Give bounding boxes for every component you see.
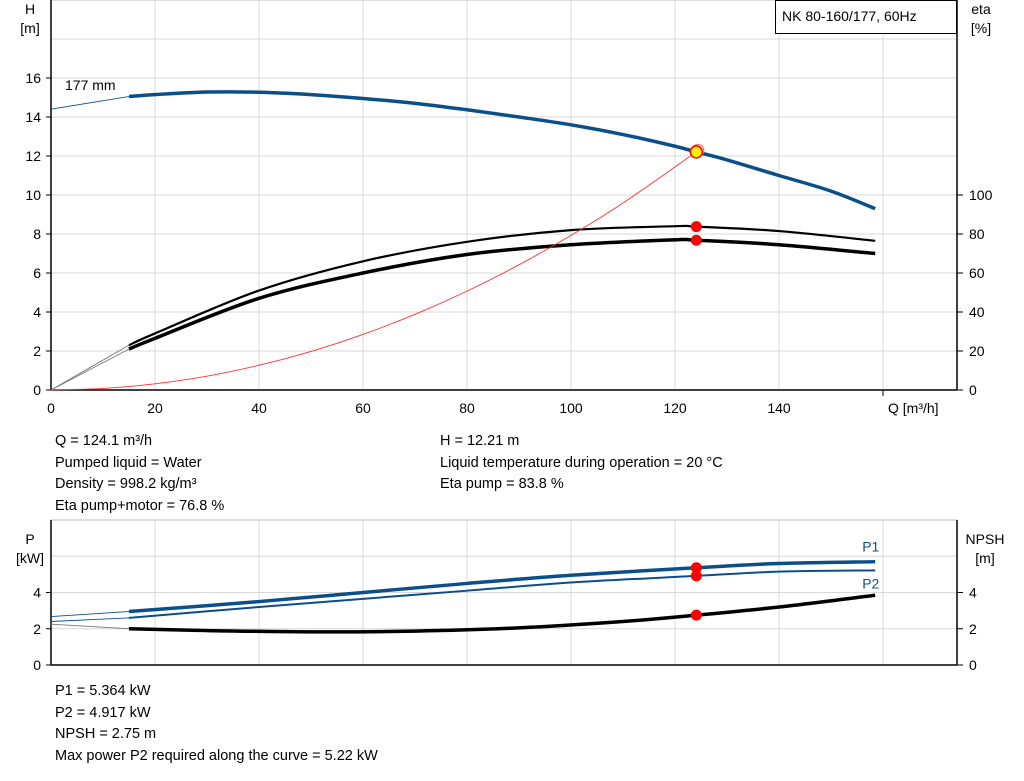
y2-tick-label: 40 [969, 304, 985, 320]
x-tick-label: 40 [251, 400, 267, 416]
y-tick-label: 4 [33, 304, 41, 320]
chart-title: NK 80-160/177, 60Hz [782, 8, 917, 24]
npsh-curve-line [128, 593, 876, 634]
y-tick-label: 14 [25, 109, 41, 125]
legend-box [775, 0, 957, 34]
head-extension-line [50, 96, 130, 110]
p1-series-label: P1 [862, 539, 879, 555]
info-top-right: H = 12.21 m Liquid temperature during op… [440, 431, 723, 496]
info-p1: P1 = 5.364 kW [55, 683, 151, 699]
p2-series-label: P2 [862, 575, 879, 591]
y2-tick-label: 80 [969, 226, 985, 242]
y-tick-label: 2 [33, 621, 41, 637]
x-axis-label: Q [m³/h] [888, 400, 939, 416]
y2-tick-label: 0 [969, 382, 977, 398]
y2-axis-label: [m] [975, 550, 994, 566]
npsh-duty-marker [690, 609, 702, 621]
p2-curve-line [128, 569, 876, 619]
head-efficiency-chart: 0 2 4 6 8 10 12 14 16 0 20 40 60 80 100 0 20 40 60 80 100 120… [20, 0, 993, 416]
info-top-left: Q = 124.1 m³/h Pumped liquid = Water Den… [55, 431, 224, 517]
info-bottom: P1 = 5.364 kW P2 = 4.917 kW NPSH = 2.75 … [55, 681, 378, 767]
duty-point-marker [689, 145, 704, 159]
x-tick-label: 120 [663, 400, 687, 416]
y-tick-label: 0 [33, 382, 41, 398]
eta-pump-motor-duty-marker [690, 234, 702, 246]
y2-tick-label: 20 [969, 343, 985, 359]
info-density: Density = 998.2 kg/m³ [55, 476, 197, 492]
y-axis-label: P [25, 531, 34, 547]
y2-tick-label: 60 [969, 265, 985, 281]
head-curve-line [128, 90, 876, 211]
y-tick-label: 6 [33, 265, 41, 281]
y-tick-label: 8 [33, 226, 41, 242]
y-tick-label: 4 [33, 585, 41, 601]
y-tick-label: 10 [25, 187, 41, 203]
y2-tick-label: 100 [969, 187, 993, 203]
y-axis-label: [m] [20, 20, 39, 36]
p2-extension-line [50, 617, 130, 622]
eta-pump-motor-extension-line [50, 348, 130, 391]
info-npsh: NPSH = 2.75 m [55, 726, 157, 742]
x-tick-label: 100 [559, 400, 583, 416]
y2-axis-label: eta [971, 1, 991, 17]
power-npsh-chart: 0 2 4 0 2 4 P [kW] NPSH [m] P1 P2 [16, 519, 1005, 673]
eta-pump-motor-curve-line [128, 237, 876, 351]
y-tick-label: 16 [25, 70, 41, 86]
info-temperature: Liquid temperature during operation = 20… [440, 454, 723, 471]
info-max-p2: Max power P2 required along the curve = … [55, 747, 378, 764]
x-tick-label: 20 [147, 400, 163, 416]
eta-pump-curve-line [128, 224, 876, 347]
x-tick-label: 140 [767, 400, 791, 416]
y2-tick-label: 2 [969, 621, 977, 637]
info-eta-pump: Eta pump = 83.8 % [440, 476, 564, 492]
impeller-label: 177 mm [65, 77, 116, 93]
eta-pump-extension-line [50, 344, 130, 391]
y-tick-label: 12 [25, 148, 41, 164]
info-eta-pump-motor: Eta pump+motor = 76.8 % [55, 497, 225, 514]
y-axis-label: [kW] [16, 550, 44, 566]
p2-duty-marker [690, 570, 702, 582]
y2-axis-label: [%] [971, 20, 991, 36]
info-liquid: Pumped liquid = Water [55, 454, 202, 471]
system-curve-line [50, 151, 697, 391]
x-tick-label: 0 [47, 400, 55, 416]
y2-axis-label: NPSH [966, 531, 1005, 547]
y2-tick-label: 0 [969, 657, 977, 673]
info-head: H = 12.21 m [440, 433, 520, 449]
y2-tick-label: 4 [969, 585, 977, 601]
x-tick-label: 80 [459, 400, 475, 416]
p1-duty-marker [690, 562, 702, 574]
y-axis-label: H [25, 1, 35, 17]
info-flow: Q = 124.1 m³/h [55, 433, 153, 449]
y-tick-label: 2 [33, 343, 41, 359]
npsh-extension-line [50, 623, 130, 630]
y-tick-label: 0 [33, 657, 41, 673]
eta-pump-duty-marker [690, 221, 702, 233]
p1-curve-line [128, 559, 876, 614]
info-p2: P2 = 4.917 kW [55, 704, 151, 721]
x-tick-label: 60 [355, 400, 371, 416]
p1-extension-line [50, 611, 130, 618]
